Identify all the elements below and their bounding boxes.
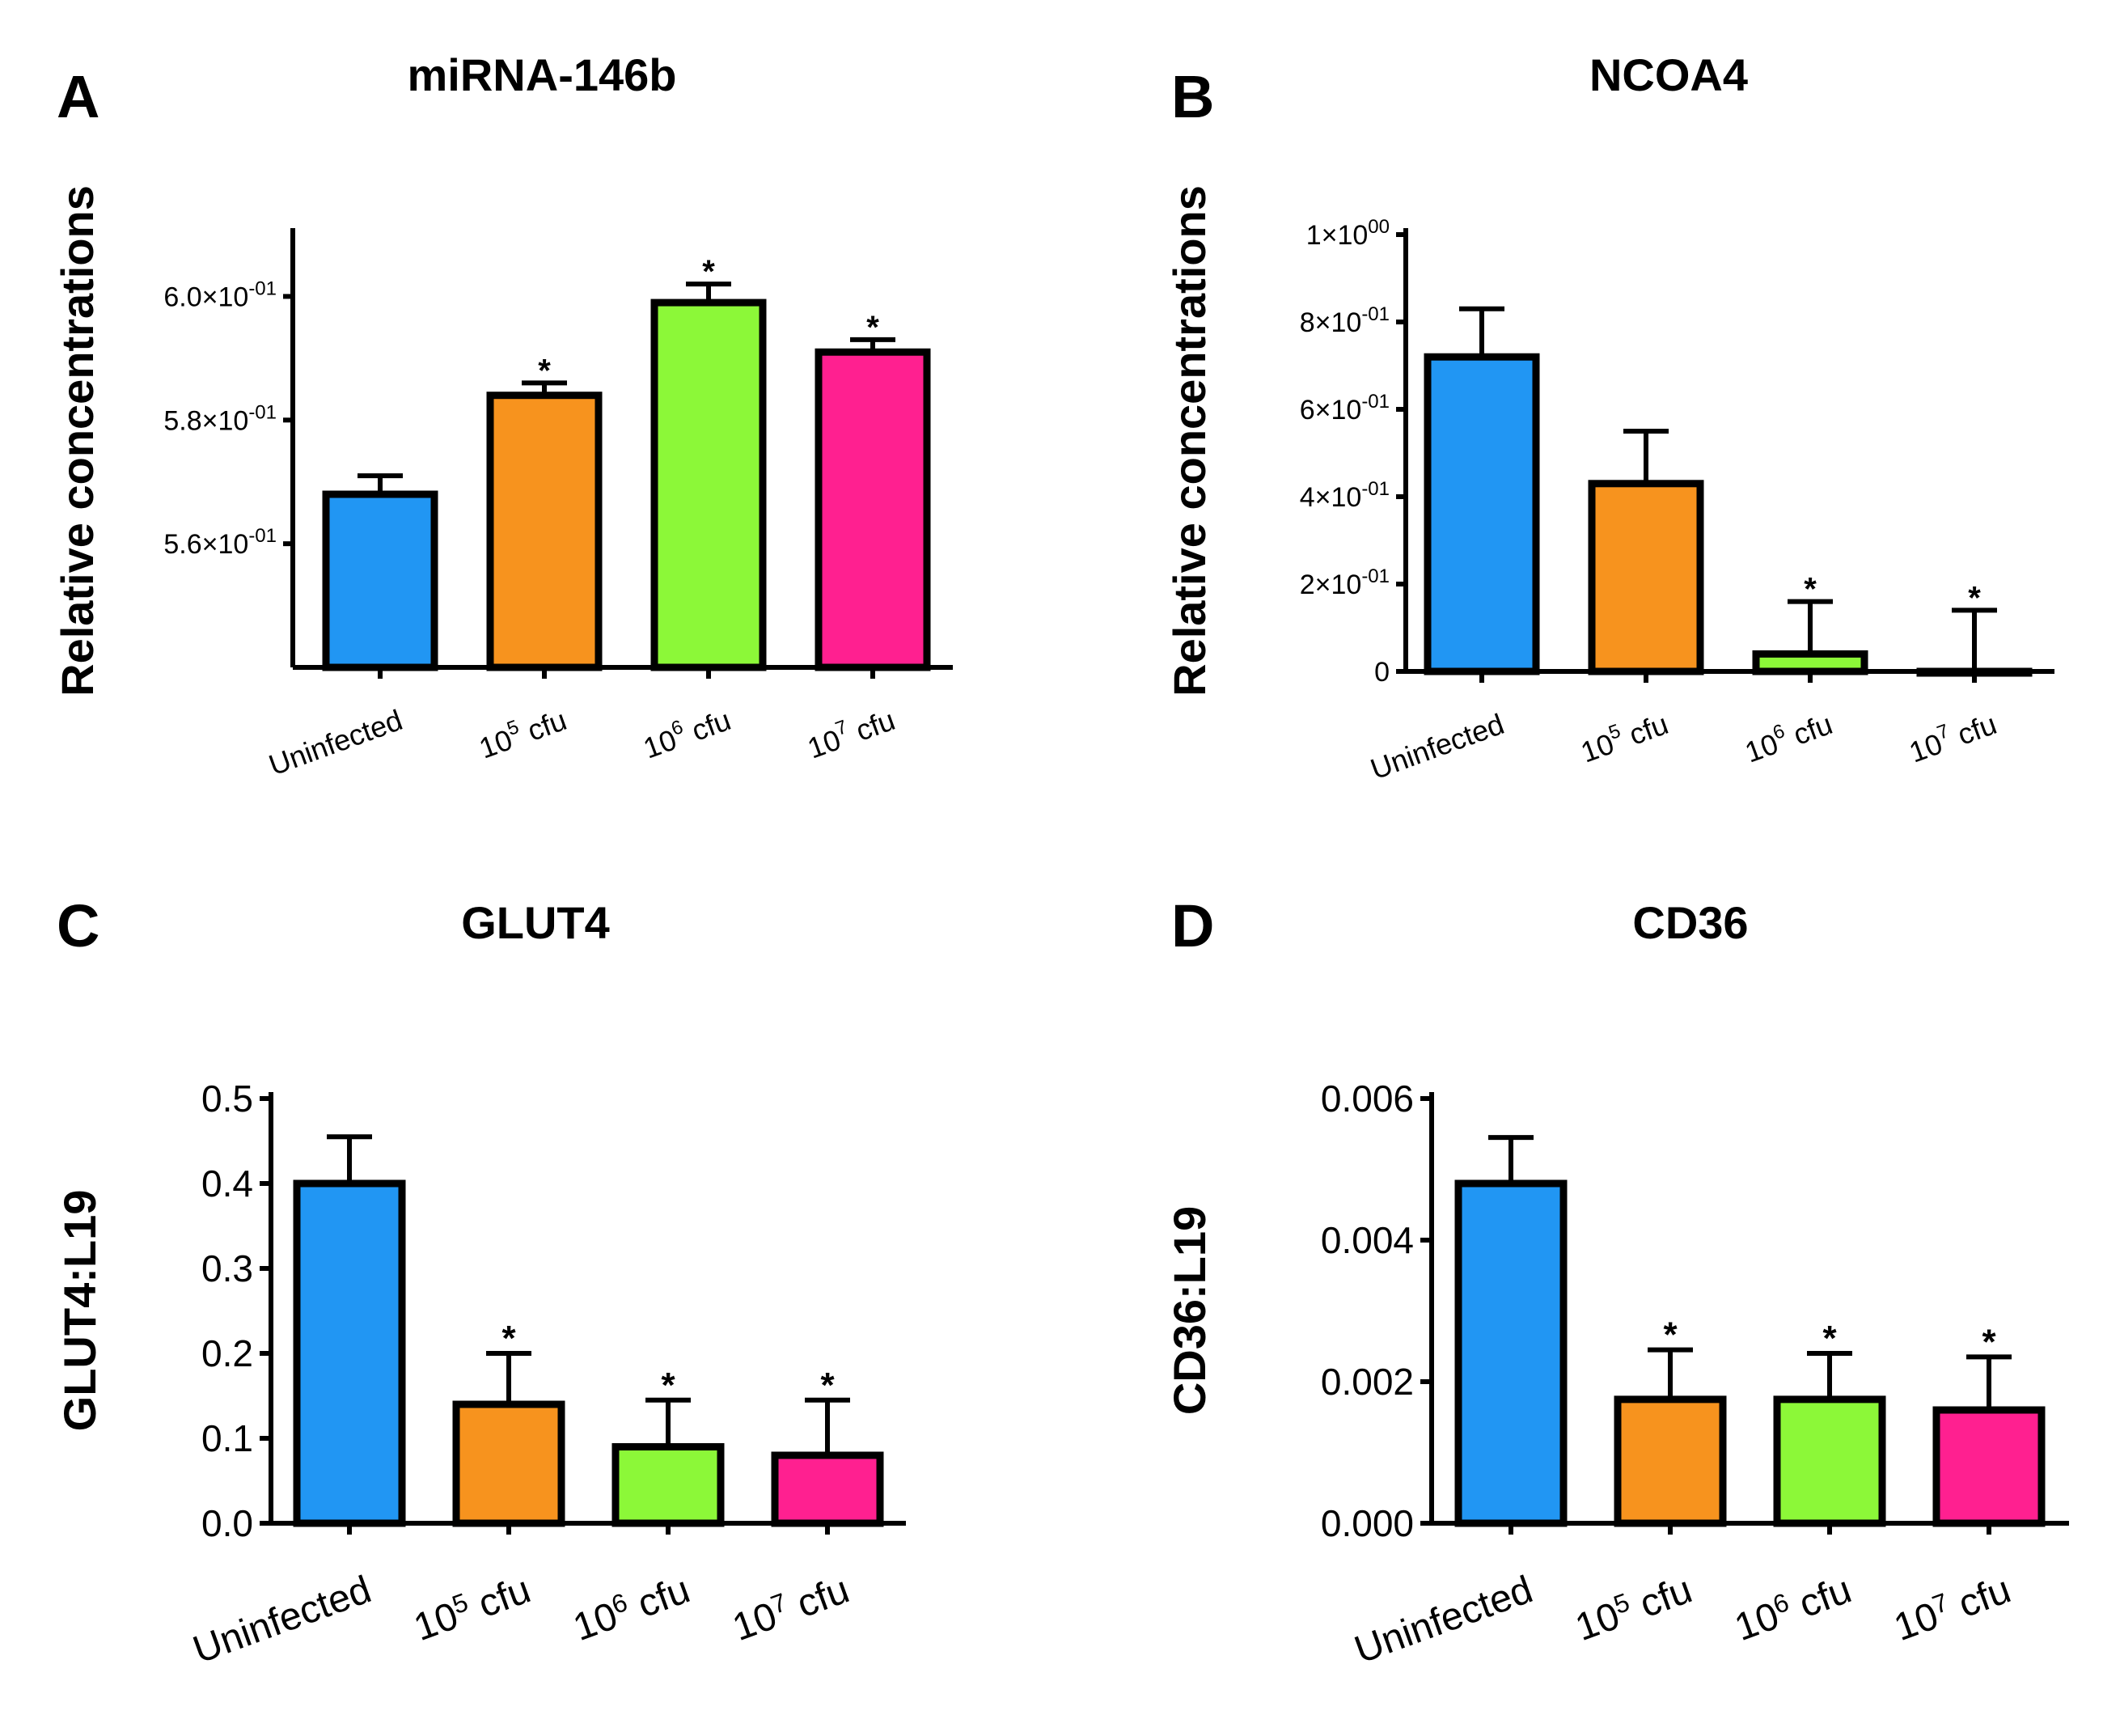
x-category-label: 105 cfu [1569, 1566, 1698, 1649]
y-tick-label: 0.000 [1321, 1502, 1414, 1544]
significance-star: * [1968, 580, 1981, 616]
bar [1424, 353, 1540, 675]
x-category-label: 107 cfu [802, 700, 899, 764]
panel-d: D CD36 CD36:L19 0.000 0.002 0.004 0.006 Uninfec… [1164, 892, 2069, 1672]
y-tick-label: 0.1 [201, 1417, 253, 1459]
y-tick-exponent: 00 [1368, 216, 1390, 238]
y-tick-exponent: -01 [248, 277, 277, 299]
y-tick-exponent: -01 [1361, 391, 1390, 413]
bar [1932, 1406, 2046, 1527]
y-tick-label: 5.8×10-01 [163, 401, 277, 436]
bar [1614, 1395, 1727, 1527]
bar [452, 1400, 565, 1527]
significance-star: * [1663, 1315, 1678, 1355]
panel-letter: B [1171, 63, 1214, 130]
x-category-label: 107 cfu [726, 1566, 855, 1649]
bar [486, 392, 603, 671]
y-tick-exponent: -01 [248, 525, 277, 547]
bar [1588, 480, 1704, 675]
bar [1454, 1179, 1568, 1527]
panel-title: GLUT4 [461, 897, 610, 948]
panel-letter: A [57, 63, 99, 130]
panel-c: C GLUT4 GLUT4:L19 0.0 0.1 0.2 0.3 0.4 0.5 Uninfec… [54, 892, 906, 1672]
x-category-label: 105 cfu [474, 700, 571, 764]
y-axis-label: Relative concentrations [1164, 185, 1215, 697]
panel-title: CD36 [1632, 897, 1748, 948]
bar [293, 1179, 406, 1527]
panel-letter: D [1171, 892, 1214, 959]
panel-b: B NCOA4 Relative concentrations 0 2×10-01 4×1… [1164, 49, 2054, 785]
significance-star: * [866, 310, 879, 345]
y-tick-label: 4×10-01 [1300, 478, 1390, 513]
y-tick-label: 0.004 [1321, 1219, 1414, 1261]
y-tick-exponent: -01 [1361, 478, 1390, 500]
bar [1752, 650, 1868, 675]
panel-title: NCOA4 [1589, 49, 1748, 100]
x-category-label: Uninfected [1366, 707, 1508, 785]
x-category-label: 105 cfu [1576, 704, 1673, 768]
y-tick-label: 1×1000 [1306, 216, 1390, 251]
x-category-label: 106 cfu [638, 700, 735, 764]
y-tick-label: 0 [1374, 657, 1390, 688]
y-tick-label: 5.6×10-01 [163, 525, 277, 560]
y-tick-label: 0.5 [201, 1078, 253, 1120]
x-category-label: Uninfected [188, 1569, 377, 1672]
y-tick-label: 0.2 [201, 1332, 253, 1374]
significance-star: * [501, 1319, 516, 1358]
y-axis-label: Relative concentrations [52, 185, 103, 697]
bar [771, 1451, 884, 1527]
y-tick-label: 6.0×10-01 [163, 277, 277, 312]
x-category-label: 105 cfu [408, 1566, 536, 1649]
significance-star: * [1804, 572, 1817, 608]
y-tick-label: 0.4 [201, 1162, 253, 1205]
y-tick-label: 0.002 [1321, 1361, 1414, 1403]
x-category-label: 106 cfu [1729, 1566, 1857, 1649]
bar [1773, 1395, 1886, 1527]
significance-star: * [661, 1366, 675, 1405]
x-category-label: 106 cfu [567, 1566, 696, 1649]
y-tick-label: 0.0 [201, 1502, 253, 1544]
y-tick-exponent: -01 [1361, 303, 1390, 325]
y-tick-exponent: -01 [1361, 565, 1390, 587]
y-tick-label: 8×10-01 [1300, 303, 1390, 338]
significance-star: * [820, 1366, 835, 1405]
panel-title: miRNA-146b [408, 49, 677, 100]
panel-letter: C [57, 892, 99, 959]
x-category-label: Uninfected [1349, 1569, 1538, 1672]
bar [611, 1443, 725, 1527]
significance-star: * [538, 353, 551, 388]
x-category-label: 106 cfu [1740, 704, 1837, 768]
y-tick-exponent: -01 [248, 401, 277, 423]
y-tick-label: 0.3 [201, 1247, 253, 1289]
y-axis-label: CD36:L19 [1164, 1206, 1215, 1415]
y-axis-label: GLUT4:L19 [54, 1190, 105, 1432]
y-tick-label: 0.006 [1321, 1078, 1414, 1120]
bar [815, 348, 931, 671]
y-tick-label: 2×10-01 [1300, 565, 1390, 600]
y-tick-label: 6×10-01 [1300, 391, 1390, 426]
bar [322, 490, 438, 671]
significance-star: * [1822, 1319, 1837, 1358]
x-category-label: 107 cfu [1888, 1566, 2016, 1649]
x-category-label: Uninfected [264, 703, 407, 781]
significance-star: * [702, 254, 715, 290]
bar [650, 299, 767, 671]
significance-star: * [1982, 1322, 1996, 1361]
x-category-label: 107 cfu [1904, 704, 2001, 768]
